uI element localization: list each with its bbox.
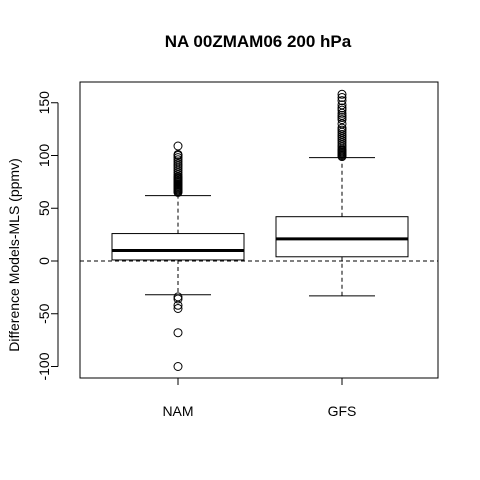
outlier-point (173, 141, 183, 151)
outlier-point (337, 103, 347, 113)
iqr-box (111, 233, 245, 261)
outlier-point (173, 362, 183, 371)
outlier-point (173, 292, 183, 302)
box-series (111, 89, 409, 371)
y-tick-label: 50 (36, 200, 52, 216)
outlier-point (173, 155, 183, 165)
box-gfs (275, 89, 409, 297)
y-tick-label: 0 (36, 257, 52, 265)
x-axis: NAM GFS (162, 377, 357, 419)
y-tick-label: 150 (36, 91, 52, 115)
outlier-point (337, 125, 347, 135)
outlier-point (337, 89, 347, 99)
outlier-point (337, 92, 347, 102)
outlier-point (173, 303, 183, 313)
x-tick-label: GFS (328, 403, 357, 419)
outlier-point (337, 100, 347, 110)
box-nam (111, 141, 245, 371)
y-tick-label: -50 (36, 303, 52, 323)
outlier-point (173, 153, 183, 163)
outlier-point (337, 113, 347, 123)
outlier-point (337, 105, 347, 115)
y-tick-label: 100 (36, 144, 52, 168)
outlier-point (337, 110, 347, 120)
iqr-box (275, 216, 409, 258)
y-axis-label: Difference Models-MLS (ppmv) (6, 158, 22, 351)
y-tick-label: -100 (36, 352, 52, 380)
outlier-point (337, 129, 347, 139)
outlier-point (337, 115, 347, 125)
x-tick-label: NAM (162, 403, 193, 419)
outlier-point (173, 328, 183, 338)
y-axis: -100 -50 0 50 100 150 (36, 91, 59, 381)
outlier-point (173, 157, 183, 167)
outlier-point (173, 294, 183, 304)
chart-title: NA 00ZMAM06 200 hPa (165, 32, 352, 51)
outlier-point (337, 96, 347, 106)
